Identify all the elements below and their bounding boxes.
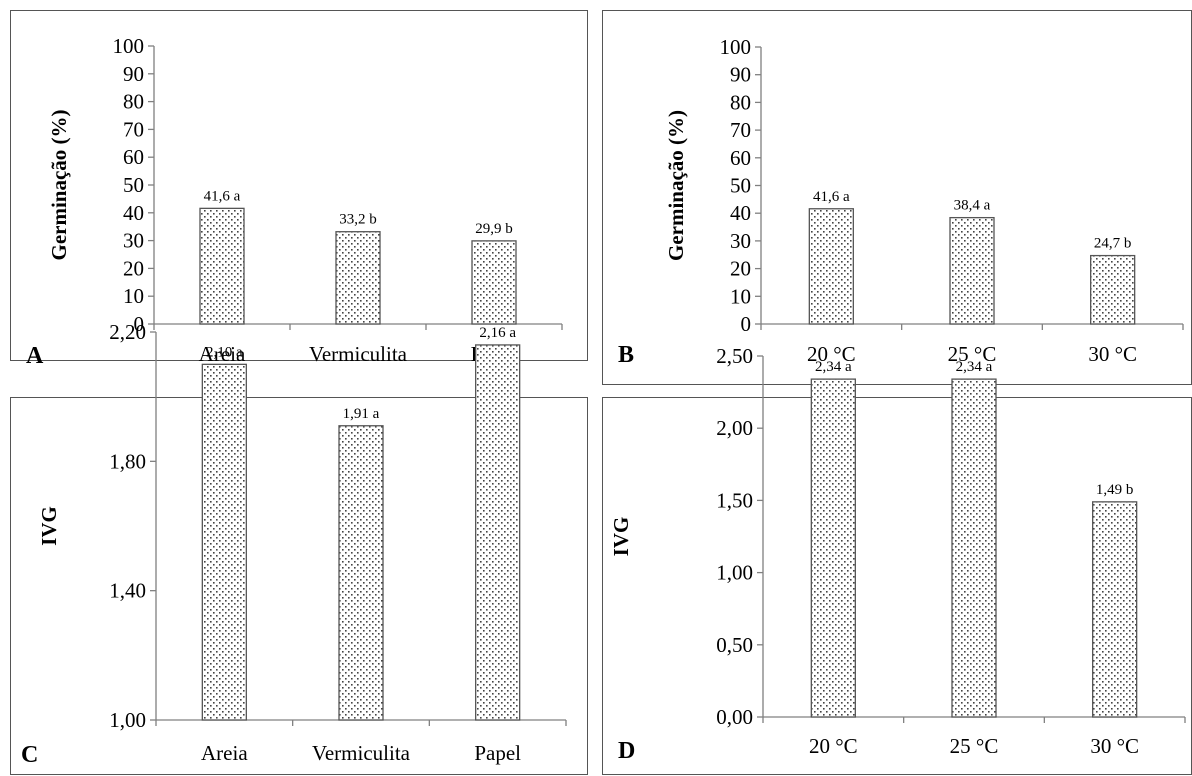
category-label: Areia — [201, 741, 248, 765]
y-tick-label: 10 — [730, 284, 751, 308]
y-tick-label: 70 — [123, 117, 144, 141]
category-label: Vermiculita — [309, 342, 408, 366]
y-tick-label: 10 — [123, 284, 144, 308]
y-tick-label: 50 — [730, 174, 751, 198]
bar-1 — [808, 208, 854, 325]
y-axis-title: IVG — [609, 517, 633, 557]
data-label: 41,6 a — [204, 188, 241, 204]
y-tick-label: 1,80 — [109, 449, 146, 473]
category-label: 20 °C — [809, 734, 858, 758]
data-label: 1,49 b — [1096, 482, 1134, 498]
data-label: 41,6 a — [813, 189, 850, 205]
category-label: 25 °C — [948, 342, 997, 366]
data-label: 29,9 b — [475, 221, 513, 237]
y-tick-label: 1,00 — [716, 561, 753, 585]
y-tick-label: 40 — [730, 201, 751, 225]
axes-b: 0 10 20 30 40 50 60 70 80 90 100 — [720, 35, 1184, 336]
category-label: 30 °C — [1090, 734, 1139, 758]
y-tick-label: 2,20 — [109, 320, 146, 344]
bar-3 — [475, 344, 521, 721]
chart-a: 0 10 20 30 40 50 60 70 80 90 100 Germinação (%) 41,6… — [26, 34, 563, 369]
y-axis-title: Germinação (%) — [664, 110, 688, 261]
data-label: 2,16 a — [479, 325, 516, 341]
bar-1 — [810, 378, 856, 718]
y-tick-label: 2,50 — [716, 344, 753, 368]
bar-3 — [1090, 254, 1136, 325]
category-label: 30 °C — [1088, 342, 1137, 366]
y-tick-label: 0 — [134, 312, 145, 336]
y-tick-label: 70 — [730, 118, 751, 142]
panel-b: 0 10 20 30 40 50 60 70 80 90 100 Germinação (%) 41,6… — [602, 10, 1192, 385]
category-label: 20 °C — [807, 342, 856, 366]
y-tick-label: 40 — [123, 201, 144, 225]
y-tick-label: 90 — [123, 62, 144, 86]
y-axis-title: IVG — [37, 506, 61, 546]
bar-1 — [201, 363, 247, 721]
data-label: 2,34 a — [956, 359, 993, 375]
data-label: 2,10 a — [206, 344, 243, 360]
panel-letter: C — [21, 742, 38, 768]
y-tick-label: 100 — [720, 35, 752, 59]
y-tick-label: 100 — [113, 34, 145, 58]
bar-2 — [949, 216, 995, 325]
panel-letter: B — [618, 342, 634, 368]
y-tick-label: 0,50 — [716, 633, 753, 657]
y-tick-label: 90 — [730, 63, 751, 87]
y-tick-label: 80 — [123, 90, 144, 114]
y-tick-label: 20 — [123, 256, 144, 280]
category-label: Papel — [474, 741, 521, 765]
y-tick-label: 50 — [123, 173, 144, 197]
category-label: Areia — [199, 342, 246, 366]
chart-b: 0 10 20 30 40 50 60 70 80 90 100 Germinação (%) 41,6… — [618, 35, 1184, 368]
panel-letter: D — [618, 738, 635, 764]
y-tick-label: 1,40 — [109, 579, 146, 603]
data-label: 2,34 a — [815, 359, 852, 375]
bar-3 — [471, 240, 517, 325]
y-tick-label: 30 — [123, 229, 144, 253]
y-tick-label: 0 — [741, 312, 752, 336]
y-tick-label: 60 — [123, 145, 144, 169]
y-tick-label: 1,50 — [716, 488, 753, 512]
category-label: Vermiculita — [312, 741, 411, 765]
y-tick-label: 30 — [730, 229, 751, 253]
y-tick-label: 2,00 — [716, 416, 753, 440]
bar-3 — [1092, 501, 1138, 718]
category-label: 25 °C — [950, 734, 999, 758]
y-tick-label: 60 — [730, 146, 751, 170]
data-label: 38,4 a — [954, 198, 991, 214]
data-label: 33,2 b — [339, 212, 377, 228]
data-label: 24,7 b — [1094, 236, 1132, 252]
panel-letter: A — [26, 343, 44, 369]
bar-2 — [951, 378, 997, 718]
panel-d: 0,00 0,50 1,00 1,50 2,00 2,50 IVG 2,34 a 20 °C 2,… — [602, 344, 1192, 775]
panel-c: 1,00 1,40 1,80 2,20 IVG 2,10 a Areia 1,91 a Verm… — [10, 320, 588, 775]
y-tick-label: 20 — [730, 257, 751, 281]
y-tick-label: 0,00 — [716, 705, 753, 729]
y-tick-label: 1,00 — [109, 708, 146, 732]
y-tick-label: 80 — [730, 90, 751, 114]
bar-2 — [338, 425, 384, 721]
axes-a: 0 10 20 30 40 50 60 70 80 90 100 — [113, 34, 563, 336]
bar-1 — [199, 207, 245, 325]
panel-a: 0 10 20 30 40 50 60 70 80 90 100 Germinação (%) 41,6… — [10, 10, 588, 369]
bar-2 — [335, 231, 381, 325]
data-label: 1,91 a — [343, 406, 380, 422]
y-axis-title: Germinação (%) — [47, 109, 71, 260]
